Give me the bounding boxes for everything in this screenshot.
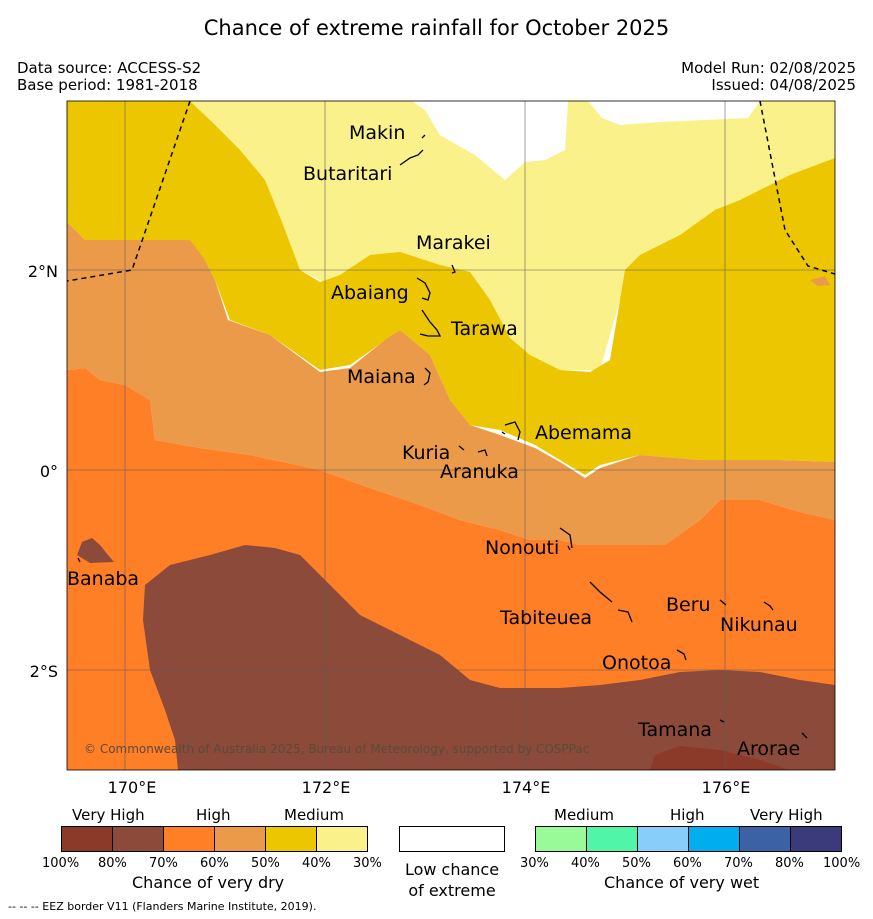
issued-date: Issued: 04/08/2025 bbox=[711, 76, 856, 94]
place-kuria: Kuria bbox=[402, 442, 450, 464]
banaba-region bbox=[77, 538, 114, 563]
graticule bbox=[67, 101, 835, 770]
dry-tick-50: 50% bbox=[251, 856, 280, 871]
place-tabiteuea: Tabiteuea bbox=[499, 607, 592, 629]
wet-swatch-4 bbox=[688, 826, 740, 852]
place-beru: Beru bbox=[666, 594, 711, 616]
dry-category-high: High bbox=[196, 806, 231, 824]
place-abaiang: Abaiang bbox=[331, 282, 409, 304]
wet-tick-30: 30% bbox=[520, 856, 549, 871]
wet-tick-100: 100% bbox=[823, 856, 861, 871]
lon-label-176: 176°E bbox=[702, 778, 751, 797]
wet-swatch-1 bbox=[535, 826, 587, 852]
lon-label-174: 174°E bbox=[502, 778, 551, 797]
lat-label-0: 0° bbox=[40, 462, 58, 481]
place-tarawa: Tarawa bbox=[450, 318, 518, 340]
region-dry-50-60 bbox=[67, 222, 835, 545]
wet-category-high: High bbox=[670, 806, 705, 824]
place-banaba: Banaba bbox=[67, 568, 139, 590]
place-abemama: Abemama bbox=[535, 422, 632, 444]
low-chance-swatch bbox=[399, 826, 505, 852]
map-area bbox=[67, 101, 835, 770]
lon-label-170: 170°E bbox=[108, 778, 157, 797]
place-marakei: Marakei bbox=[416, 232, 491, 254]
dry-swatch-5 bbox=[265, 826, 317, 852]
data-source: Data source: ACCESS-S2 bbox=[17, 59, 202, 77]
wet-legend-title: Chance of very wet bbox=[604, 873, 760, 892]
island-outlines bbox=[77, 134, 808, 739]
low-chance-notch bbox=[375, 101, 568, 180]
wet-category-medium: Medium bbox=[554, 806, 614, 824]
dry-tick-40: 40% bbox=[302, 856, 331, 871]
place-tamana: Tamana bbox=[637, 719, 712, 741]
neutral-legend-title: Low chance of extreme bbox=[399, 859, 505, 901]
place-nonouti: Nonouti bbox=[485, 537, 559, 559]
wet-swatch-6 bbox=[790, 826, 842, 852]
copyright-notice: © Commonwealth of Australia 2025, Bureau… bbox=[84, 742, 590, 756]
eez-border bbox=[67, 101, 835, 282]
wet-tick-70: 70% bbox=[724, 856, 753, 871]
dry-category-very-high: Very High bbox=[72, 806, 145, 824]
wet-swatch-3 bbox=[637, 826, 689, 852]
wet-tick-60: 60% bbox=[673, 856, 702, 871]
region-dry-40-50 bbox=[67, 101, 835, 475]
map-frame bbox=[66, 100, 836, 771]
lon-label-172: 172°E bbox=[302, 778, 351, 797]
map-title: Chance of extreme rainfall for October 2… bbox=[203, 16, 670, 40]
place-makin: Makin bbox=[349, 122, 405, 144]
place-onotoa: Onotoa bbox=[602, 652, 671, 674]
place-maiana: Maiana bbox=[347, 366, 416, 388]
region-dry-70-80 bbox=[143, 545, 835, 770]
wet-tick-50: 50% bbox=[622, 856, 651, 871]
dry-swatch-3 bbox=[163, 826, 215, 852]
wet-tick-40: 40% bbox=[571, 856, 600, 871]
dry-swatch-2 bbox=[112, 826, 164, 852]
neutral-title-line2: of extreme bbox=[408, 881, 496, 900]
dry-swatch-6 bbox=[316, 826, 368, 852]
dry-tick-30: 30% bbox=[353, 856, 382, 871]
base-period: Base period: 1981-2018 bbox=[17, 76, 198, 94]
dry-tick-100: 100% bbox=[42, 856, 80, 871]
wet-swatch-5 bbox=[739, 826, 791, 852]
wet-tick-80: 80% bbox=[775, 856, 804, 871]
dry-tick-60: 60% bbox=[200, 856, 229, 871]
model-run: Model Run: 02/08/2025 bbox=[681, 59, 856, 77]
model-run-info: Model Run: 02/08/2025 Issued: 04/08/2025 bbox=[681, 60, 856, 94]
dry-tick-80: 80% bbox=[98, 856, 127, 871]
dry-legend-title: Chance of very dry bbox=[132, 873, 285, 892]
dry-swatch-4 bbox=[214, 826, 266, 852]
place-butaritari: Butaritari bbox=[303, 163, 392, 185]
neutral-title-line1: Low chance bbox=[404, 860, 500, 879]
place-nikunau: Nikunau bbox=[720, 614, 798, 636]
place-labels: Makin Butaritari Marakei Abaiang Tarawa … bbox=[67, 122, 800, 760]
wet-swatch-2 bbox=[586, 826, 638, 852]
place-arorae: Arorae bbox=[737, 738, 800, 760]
data-source-info: Data source: ACCESS-S2 Base period: 1981… bbox=[17, 60, 201, 94]
dry-category-medium: Medium bbox=[284, 806, 344, 824]
dry-swatch-1 bbox=[61, 826, 113, 852]
region-dry-30-40 bbox=[190, 101, 835, 370]
dry-tick-70: 70% bbox=[149, 856, 178, 871]
small-patch bbox=[810, 276, 830, 286]
low-chance-notch-2 bbox=[588, 101, 760, 125]
place-aranuka: Aranuka bbox=[440, 461, 519, 483]
eez-footer-note: -- -- -- EEZ border V11 (Flanders Marine… bbox=[8, 900, 317, 913]
lat-label-2n: 2°N bbox=[28, 262, 58, 281]
wet-category-very-high: Very High bbox=[750, 806, 823, 824]
lat-label-2s: 2°S bbox=[30, 662, 58, 681]
region-dry-80-100 bbox=[650, 746, 790, 770]
